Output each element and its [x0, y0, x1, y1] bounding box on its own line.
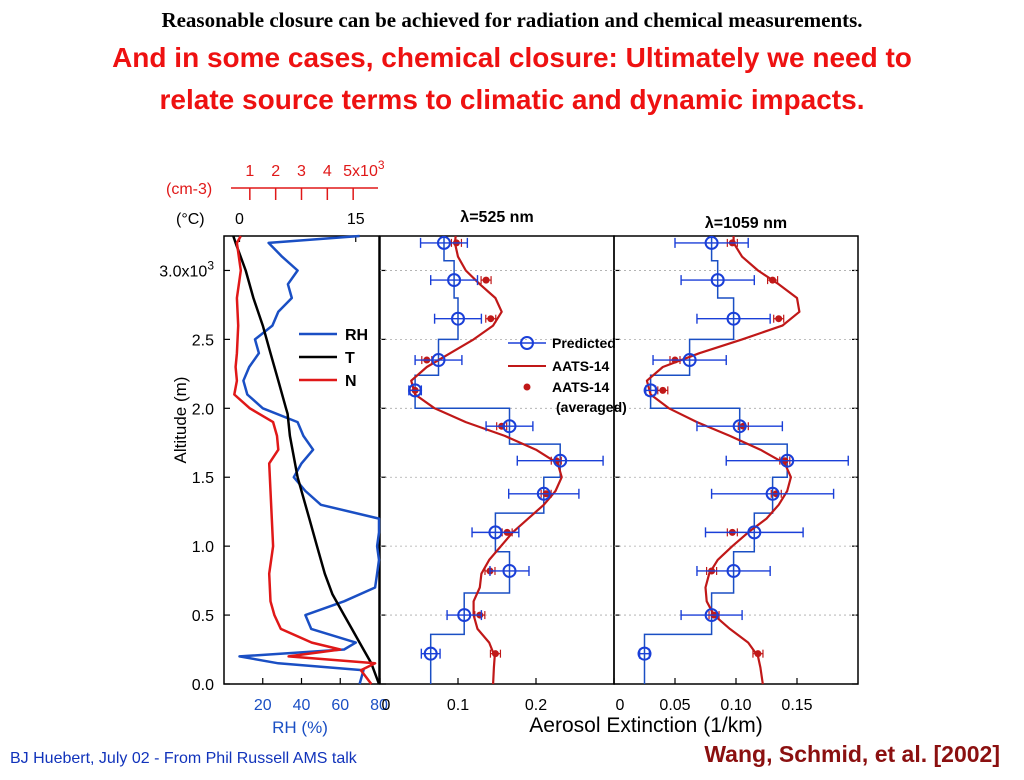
y-tick-label: 2.0: [192, 401, 214, 418]
panel1-frame: [223, 235, 380, 685]
x-tick-label: 0.10: [720, 697, 751, 714]
predicted-point: [732, 419, 747, 434]
footer-citation: Wang, Schmid, et al. [2002]: [704, 741, 1000, 767]
predicted-point: [553, 453, 568, 468]
predicted-point: [502, 419, 517, 434]
aats-line: [410, 235, 563, 685]
predicted-point: [637, 646, 652, 661]
y-tick-label: 3.0x103: [159, 258, 214, 280]
temp-axis-title: (°C): [176, 211, 205, 228]
y-tick-label: 1.5: [192, 470, 214, 487]
aats-avg-point: [487, 315, 495, 323]
predicted-point: [780, 453, 795, 468]
panel1-series: [232, 234, 381, 685]
predicted-point: [747, 525, 762, 540]
aats-avg-point: [769, 276, 777, 284]
legend1-t-label: T: [345, 350, 355, 367]
y-tick-label: 2.5: [192, 332, 214, 349]
y-tick-label: 0.0: [192, 677, 214, 694]
rh-tick-label: 40: [293, 697, 311, 714]
predicted-point: [704, 608, 719, 623]
top-axes: 1 2 3 4 5x103 0 15: [235, 158, 385, 242]
x-tick-label: 0.2: [525, 697, 547, 714]
x-tick-label: 0: [616, 697, 625, 714]
y-tick-label: 0.5: [192, 608, 214, 625]
predicted-point: [457, 608, 472, 623]
predicted-point: [447, 273, 462, 288]
series-n-line: [233, 235, 377, 685]
cm3-tick-label: 2: [271, 163, 280, 180]
predicted-point: [431, 353, 446, 368]
predicted-point: [502, 563, 517, 578]
rh-tick-label: 80: [370, 697, 388, 714]
rh-axis: 20 40 60 80: [254, 678, 388, 714]
series-rh-line: [238, 234, 381, 685]
aats-avg-point: [482, 276, 490, 284]
rh-axis-label: RH (%): [272, 718, 328, 737]
x-tick-label: 0.15: [781, 697, 812, 714]
predicted-point: [488, 525, 503, 540]
predicted-point: [408, 383, 423, 398]
x-tick-label: 0: [382, 697, 391, 714]
aats-avg-point: [775, 315, 783, 323]
x-tick-label: 0.05: [659, 697, 690, 714]
cm3-tick-label: 3: [297, 163, 306, 180]
legend2-aats-avg-label-2: (averaged): [556, 399, 627, 415]
aats-avg-point: [491, 650, 499, 658]
predicted-point: [536, 486, 551, 501]
cm3-axis-title: (cm-3): [166, 181, 212, 198]
predicted-point: [765, 486, 780, 501]
predicted-point: [726, 311, 741, 326]
temp-tick-label: 0: [235, 211, 244, 228]
slide-subtitle-line1: And in some cases, chemical closure: Ult…: [112, 42, 912, 73]
legend1-n-label: N: [345, 373, 357, 390]
series-t-line: [232, 235, 381, 685]
rh-tick-label: 60: [331, 697, 349, 714]
legend2-aats-avg-marker: [523, 383, 531, 391]
legend2-predicted-label: Predicted: [552, 335, 616, 351]
panel2-525nm: 0 0.1 0.2: [379, 235, 604, 714]
temp-tick-label: 15: [347, 211, 365, 228]
panel3-title: λ=1059 nm: [705, 215, 787, 232]
y-tick-label: 1.0: [192, 539, 214, 556]
x-tick-label: 0.1: [447, 697, 469, 714]
slide-subtitle-line2: relate source terms to climatic and dyna…: [159, 84, 865, 115]
footer-credit: BJ Huebert, July 02 - From Phil Russell …: [10, 750, 357, 767]
y-tick-labels: 0.0 0.5 1.0 1.5 2.0 2.5 3.0x103: [159, 258, 858, 694]
cm3-tick-label: 1: [245, 163, 254, 180]
aats-avg-point: [754, 650, 762, 658]
predicted-point: [710, 273, 725, 288]
predicted-point: [726, 563, 741, 578]
cm3-tick-label: 5x103: [343, 158, 385, 180]
panel3-1059nm: 0 0.05 0.10 0.15: [613, 235, 849, 714]
x-axis-label: Aerosol Extinction (1/km): [529, 714, 762, 737]
predicted-point: [682, 353, 697, 368]
cm3-tick-label: 4: [323, 163, 332, 180]
y-axis-label: Altitude (m): [171, 377, 190, 464]
rh-tick-label: 20: [254, 697, 272, 714]
predicted-point: [436, 235, 451, 250]
predicted-step-line: [643, 236, 788, 684]
predicted-point: [451, 311, 465, 326]
predicted-step-line: [414, 236, 561, 684]
slide-title: Reasonable closure can be achieved for r…: [161, 8, 863, 32]
legend2-aats-avg-label: AATS-14: [552, 379, 610, 395]
panel2-title: λ=525 nm: [460, 209, 533, 226]
predicted-point: [423, 646, 438, 661]
predicted-point: [704, 235, 719, 250]
legend2-aats-label: AATS-14: [552, 358, 610, 374]
legend2-predicted-marker: [520, 336, 534, 350]
predicted-point: [643, 383, 658, 398]
aats-avg-point: [659, 386, 667, 394]
legend1-rh-label: RH: [345, 327, 368, 344]
